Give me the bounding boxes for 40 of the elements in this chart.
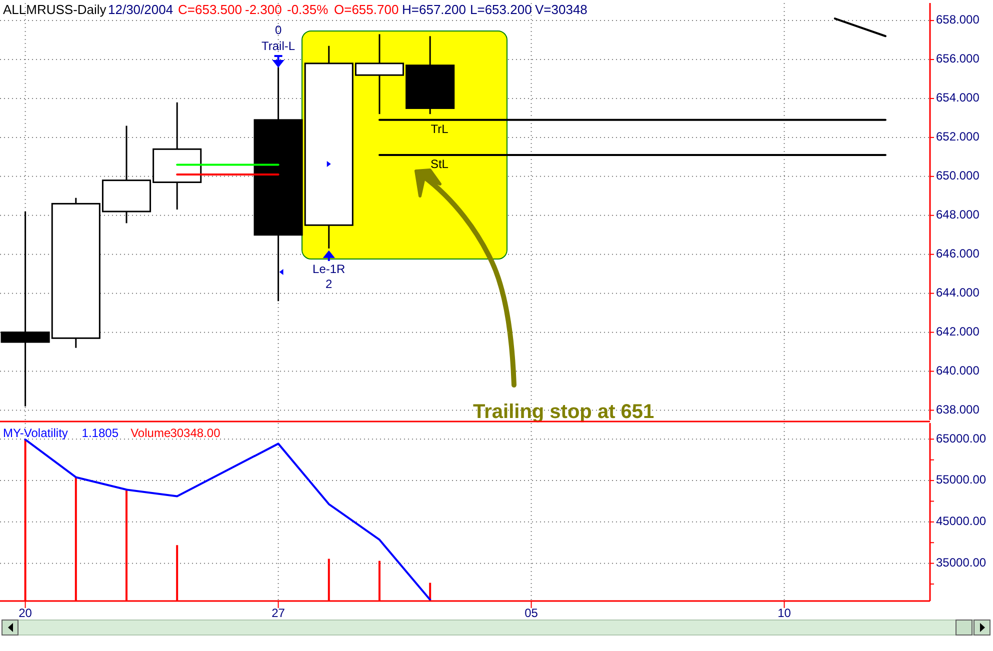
line-series	[24, 438, 432, 601]
annotation: O=655.700	[334, 2, 399, 17]
y-tick-label: 652.000	[936, 130, 980, 144]
annotation: Le-1R	[312, 262, 346, 276]
annotation: 2	[326, 277, 333, 291]
annotation: -2.300	[245, 2, 282, 17]
y-tick-label: 65000.00	[936, 431, 986, 446]
x-tick-label: 10	[778, 606, 792, 620]
annotation: V=30348	[535, 2, 588, 17]
y-tick-label: 45000.00	[936, 514, 986, 528]
annotation: L=653.200	[470, 2, 532, 17]
annotation: 30348.00	[170, 426, 221, 440]
y-tick-label: 55000.00	[936, 472, 986, 487]
y-tick-label: 658.000	[936, 12, 980, 27]
chart-title: ALLMRUSS-Daily	[3, 2, 107, 17]
annotation: C=653.500	[178, 2, 242, 17]
x-tick-label: 05	[524, 606, 538, 620]
y-tick-label: 656.000	[936, 52, 980, 66]
text: Volume	[130, 426, 171, 440]
x-tick-label: 27	[272, 606, 286, 620]
y-tick-label: 648.000	[936, 208, 980, 222]
annotation: 1.1805	[82, 426, 119, 440]
annotation: 0	[274, 23, 282, 37]
y-tick-label: 650.000	[936, 168, 980, 183]
series-label: MY-Volatility	[3, 426, 68, 440]
chart-subtitle: 12/30/2004	[108, 2, 174, 17]
annotation: H=657.200	[402, 2, 466, 17]
annotation: Trailing stop at 651	[473, 401, 654, 423]
annotation: Trail-L	[262, 39, 296, 53]
x-tick-label: 20	[18, 606, 32, 620]
y-tick-label: 654.000	[936, 90, 980, 105]
series-label: TrL	[430, 122, 449, 136]
annotation: -0.35%	[287, 2, 329, 17]
y-tick-label: 35000.00	[936, 556, 986, 570]
y-tick-label: 638.000	[936, 402, 980, 416]
series-label: StL	[430, 156, 449, 171]
y-tick-label: 644.000	[936, 286, 980, 300]
y-tick-label: 646.000	[936, 246, 980, 261]
y-tick-label: 642.000	[936, 324, 980, 338]
y-tick-label: 640.000	[936, 363, 980, 378]
